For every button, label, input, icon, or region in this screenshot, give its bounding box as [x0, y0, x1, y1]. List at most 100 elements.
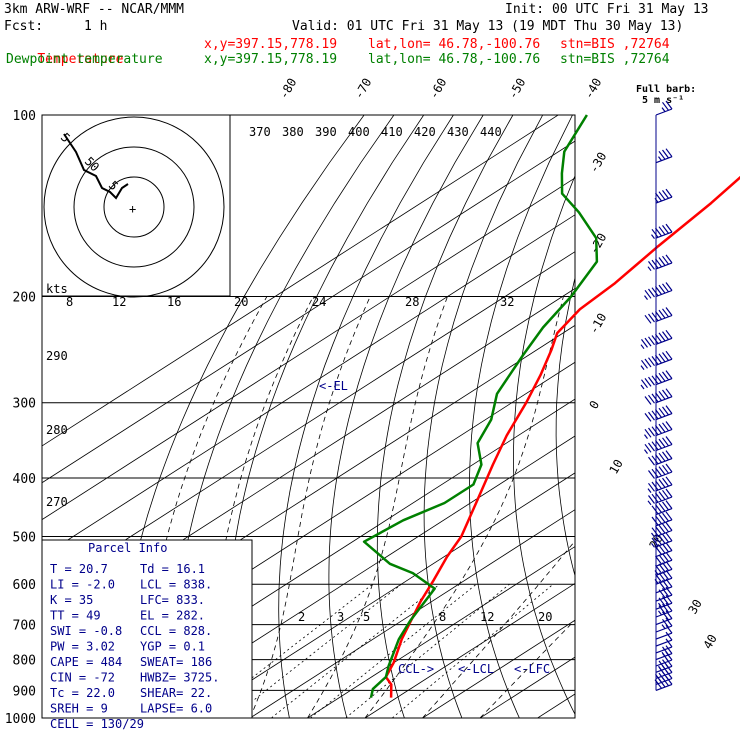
isotherm-label: 30	[685, 597, 704, 617]
wind-barb-shape	[655, 578, 673, 594]
temperature-station: stn=BIS ,72764	[560, 37, 670, 52]
wind-barb-shape	[654, 569, 673, 585]
wind-barb	[647, 476, 673, 493]
mixing-ratio-label: 8	[439, 610, 446, 624]
hodograph-speed-label: 32	[500, 295, 514, 309]
pressure-label-200: 200	[13, 291, 36, 306]
wind-barb-shape	[651, 522, 673, 538]
temperature-latlon: lat,lon= 46.78,-100.76	[368, 37, 541, 52]
wind-barb-shape	[651, 500, 673, 516]
pressure-label-700: 700	[13, 619, 36, 634]
dewpoint-latlon: lat,lon= 46.78,-100.76	[368, 52, 541, 67]
wind-barb	[655, 594, 673, 610]
dry-adiabat-line	[423, 115, 544, 718]
wind-barb-shape	[647, 254, 673, 272]
pressure-label-800: 800	[13, 654, 36, 669]
pressure-label-600: 600	[13, 578, 36, 593]
hodograph-frame	[41, 114, 231, 297]
isotherm-label: -50	[505, 76, 528, 102]
mixing-ratio-line	[271, 583, 440, 718]
isotherm-label: -10	[586, 311, 609, 337]
init-time: Init: 00 UTC Fri 31 May 13	[505, 2, 709, 17]
theta-label: 410	[381, 125, 403, 139]
forecast-label: Fcst:	[4, 19, 44, 34]
wind-barb	[651, 532, 673, 548]
wind-barb-shape	[648, 463, 673, 479]
wind-barb	[654, 569, 673, 585]
isotherm-label: -40	[581, 76, 604, 102]
mixing-ratio-line	[230, 583, 402, 718]
hodograph-ring	[43, 116, 225, 298]
forecast-hour: 1 h	[84, 19, 108, 34]
wind-barb-shape	[644, 282, 673, 300]
isotherm-label: -20	[586, 231, 609, 257]
wind-barb-shape	[654, 188, 673, 204]
theta-label-left: 270	[46, 495, 68, 509]
theta-label: 440	[480, 125, 502, 139]
dry-adiabat-line	[513, 174, 575, 716]
dewpoint-profile	[362, 114, 599, 698]
wind-barb	[655, 148, 673, 164]
wind-barb	[655, 610, 673, 626]
hodograph-trace	[63, 133, 129, 200]
parcel-info-right: Td = 16.1	[140, 562, 205, 576]
wind-barb	[655, 551, 673, 567]
hodograph-units: kts	[46, 282, 68, 296]
wind-barb-shape	[647, 476, 673, 493]
pressure-label-500: 500	[13, 530, 36, 545]
temperature-xy: x,y=397.15,778.19	[204, 37, 338, 52]
wind-barb	[654, 560, 673, 576]
dry-adiabat-line	[376, 115, 514, 718]
moist-adiabat-line	[307, 296, 448, 718]
wind-barb-shape	[655, 100, 673, 116]
barb-legend-line2: 5 m s⁻¹	[642, 95, 685, 106]
mixing-ratio-label: 5	[363, 610, 370, 624]
wind-barb	[654, 670, 673, 686]
dry-adiabat-line	[715, 115, 740, 718]
isotherm-label: 10	[606, 457, 625, 477]
temperature-legend-name: Temperature	[37, 52, 124, 67]
el-annotation: <-EL	[319, 379, 348, 393]
moist-adiabat-line	[422, 540, 575, 718]
parcel-info-left: K = 35	[50, 593, 93, 607]
wind-barb-shape	[640, 370, 673, 390]
isotherm-label: -70	[351, 76, 374, 102]
wind-barb	[651, 522, 673, 538]
lcl-annotation: <-LCL	[458, 662, 494, 676]
parcel-info-left: SREH = 9	[50, 702, 108, 716]
pressure-label-300: 300	[13, 397, 36, 412]
hodograph-ring	[103, 176, 165, 238]
isotherm-line	[421, 619, 575, 718]
isotherm-line	[42, 115, 559, 447]
parcel-info-left: TT = 49	[50, 609, 101, 623]
wind-barb	[644, 282, 673, 300]
wind-barb-shape	[655, 645, 673, 661]
wind-barb	[651, 511, 673, 527]
parcel-info-title: Parcel Info	[88, 541, 167, 555]
wind-barb-shape	[644, 307, 673, 324]
hodograph-speed-label: 16	[167, 295, 181, 309]
wind-barb	[655, 100, 673, 116]
wind-barb-shape	[655, 148, 673, 164]
wind-barb	[655, 631, 673, 647]
isotherm-line	[306, 546, 575, 718]
wind-barb	[654, 188, 673, 204]
wind-barb-shape	[647, 488, 673, 506]
wind-barb	[655, 617, 673, 633]
wind-barb-shape	[655, 631, 673, 647]
valid-time: Valid: 01 UTC Fri 31 May 13 (19 MDT Thu …	[292, 19, 684, 34]
wind-barb	[655, 624, 673, 640]
wind-barb-shape	[655, 657, 673, 673]
dewpoint-station: stn=BIS ,72764	[560, 52, 670, 67]
wind-barb-shape	[654, 560, 673, 576]
theta-label: 370	[249, 125, 271, 139]
hodograph-speed-label: 8	[66, 295, 73, 309]
dry-adiabat-line	[598, 115, 692, 718]
wind-barb-shape	[640, 329, 673, 350]
isotherm-line	[42, 140, 575, 484]
hodograph-speed-label: 20	[234, 295, 248, 309]
isotherm-line	[364, 582, 575, 718]
wind-barb-shape	[655, 664, 673, 680]
mixing-ratio-label: 2	[298, 610, 305, 624]
